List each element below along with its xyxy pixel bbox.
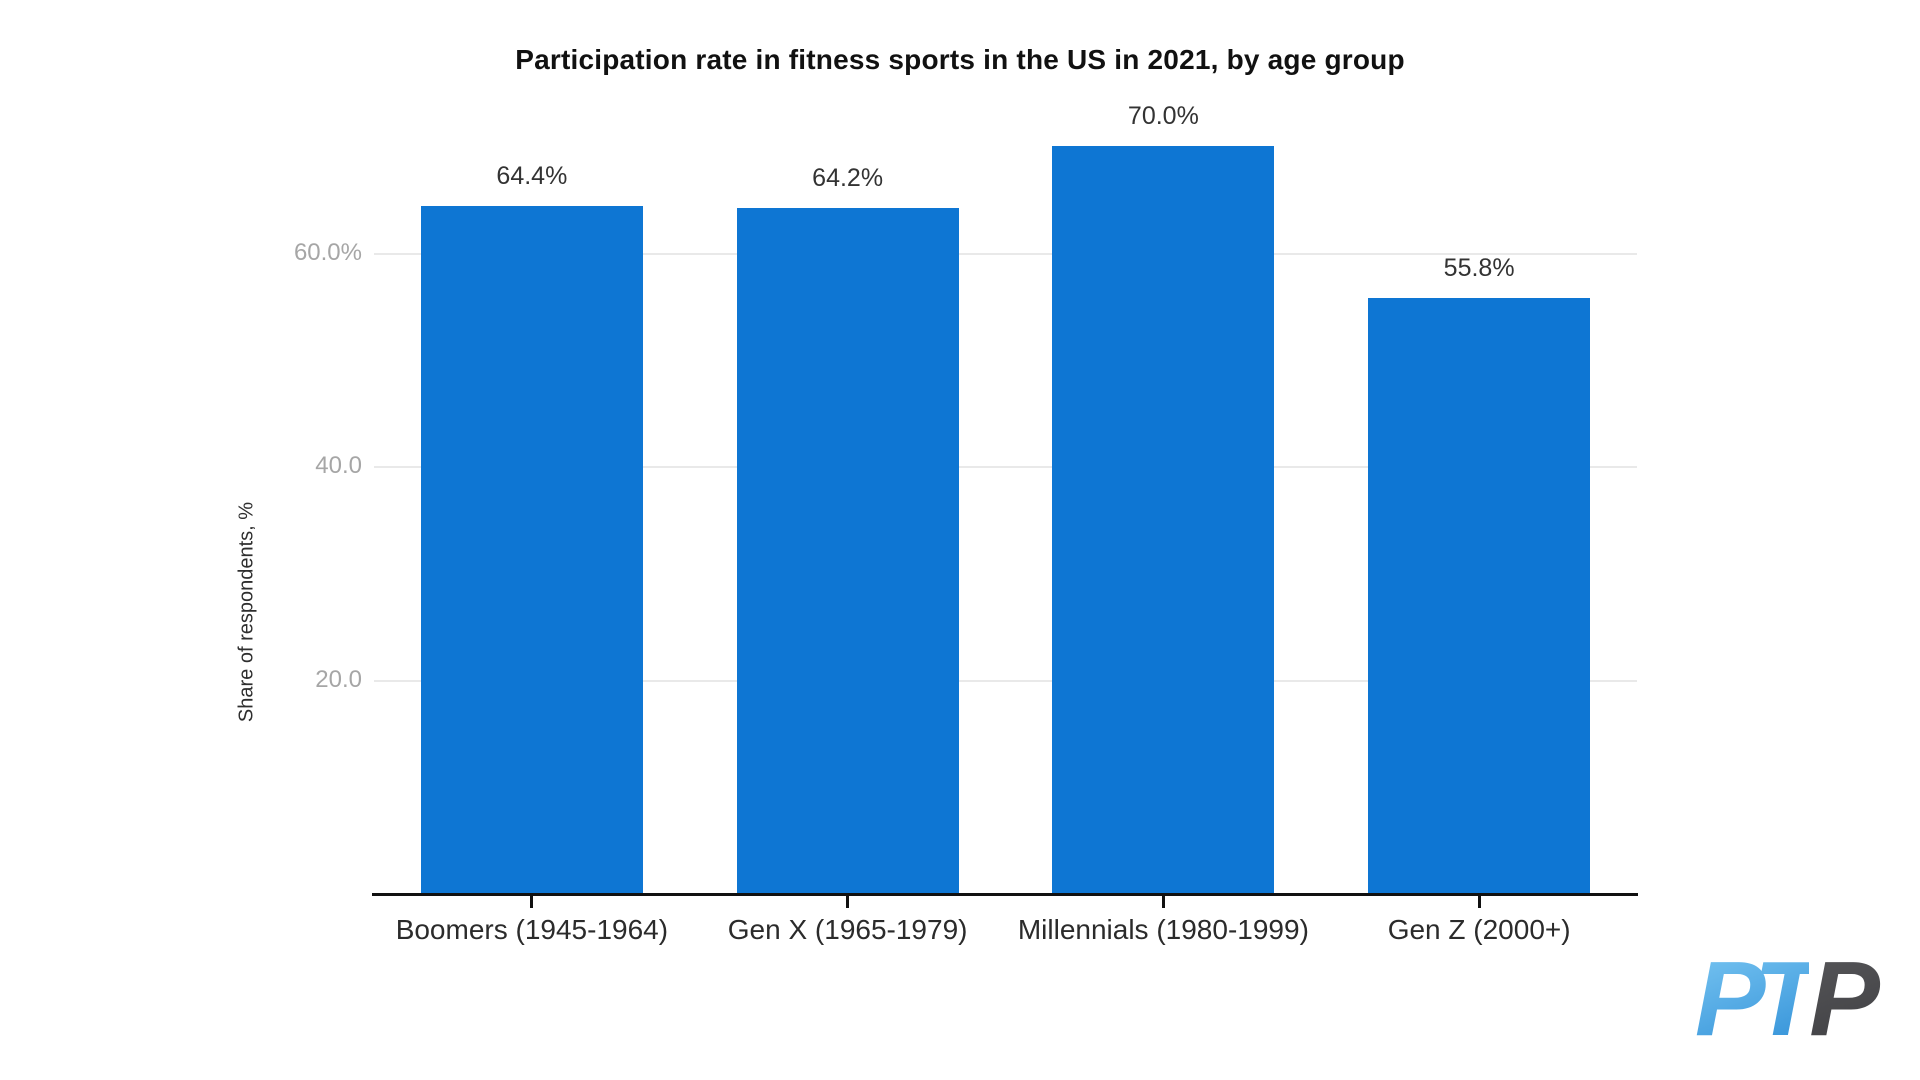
x-axis-ticks <box>374 896 1637 910</box>
bar <box>736 208 959 893</box>
bar-value-label: 64.2% <box>812 164 884 193</box>
x-axis-line <box>372 893 1638 896</box>
ptp-logo: PTP <box>1695 946 1882 1052</box>
gridline <box>374 252 1637 255</box>
y-tick-label: 60.0% <box>293 238 362 266</box>
x-axis-label: Boomers (1945-1964) <box>395 914 669 945</box>
x-axis-label: Gen X (1965-1979) <box>727 914 968 945</box>
axis-tick <box>846 896 850 908</box>
bar-column: 55.8% <box>1321 78 1637 893</box>
gridline <box>374 679 1637 682</box>
axis-tick <box>1161 896 1165 908</box>
x-axis-label: Gen Z (2000+) <box>1387 914 1571 945</box>
y-tick-label: 40.0 <box>315 452 362 480</box>
bar-column: 64.2% <box>690 78 1006 893</box>
y-axis-tick-labels: 20.0 40.0 60.0% <box>140 78 362 893</box>
ptp-logo-blue-letters: PT <box>1695 940 1819 1058</box>
plot-area: 64.4% 64.2% 70.0% 55.8% <box>374 78 1637 893</box>
axis-tick <box>1477 896 1481 908</box>
bar-value-label: 70.0% <box>1127 102 1199 131</box>
x-axis-label: Millennials (1980-1999) <box>1017 914 1309 945</box>
bar <box>420 206 643 893</box>
gridline <box>374 466 1637 469</box>
bar-column: 70.0% <box>1006 78 1322 893</box>
bar-column: 64.4% <box>374 78 690 893</box>
chart-title: Participation rate in fitness sports in … <box>515 44 1405 75</box>
x-axis-labels: Boomers (1945-1964) Gen X (1965-1979) Mill… <box>374 914 1637 954</box>
axis-tick <box>530 896 534 908</box>
ptp-logo-dark-letter: P <box>1809 940 1882 1058</box>
bar-value-label: 55.8% <box>1443 253 1515 282</box>
y-tick-label: 20.0 <box>315 665 362 693</box>
bar-value-label: 64.4% <box>496 162 568 191</box>
bar <box>1052 146 1275 893</box>
bar <box>1368 297 1591 893</box>
